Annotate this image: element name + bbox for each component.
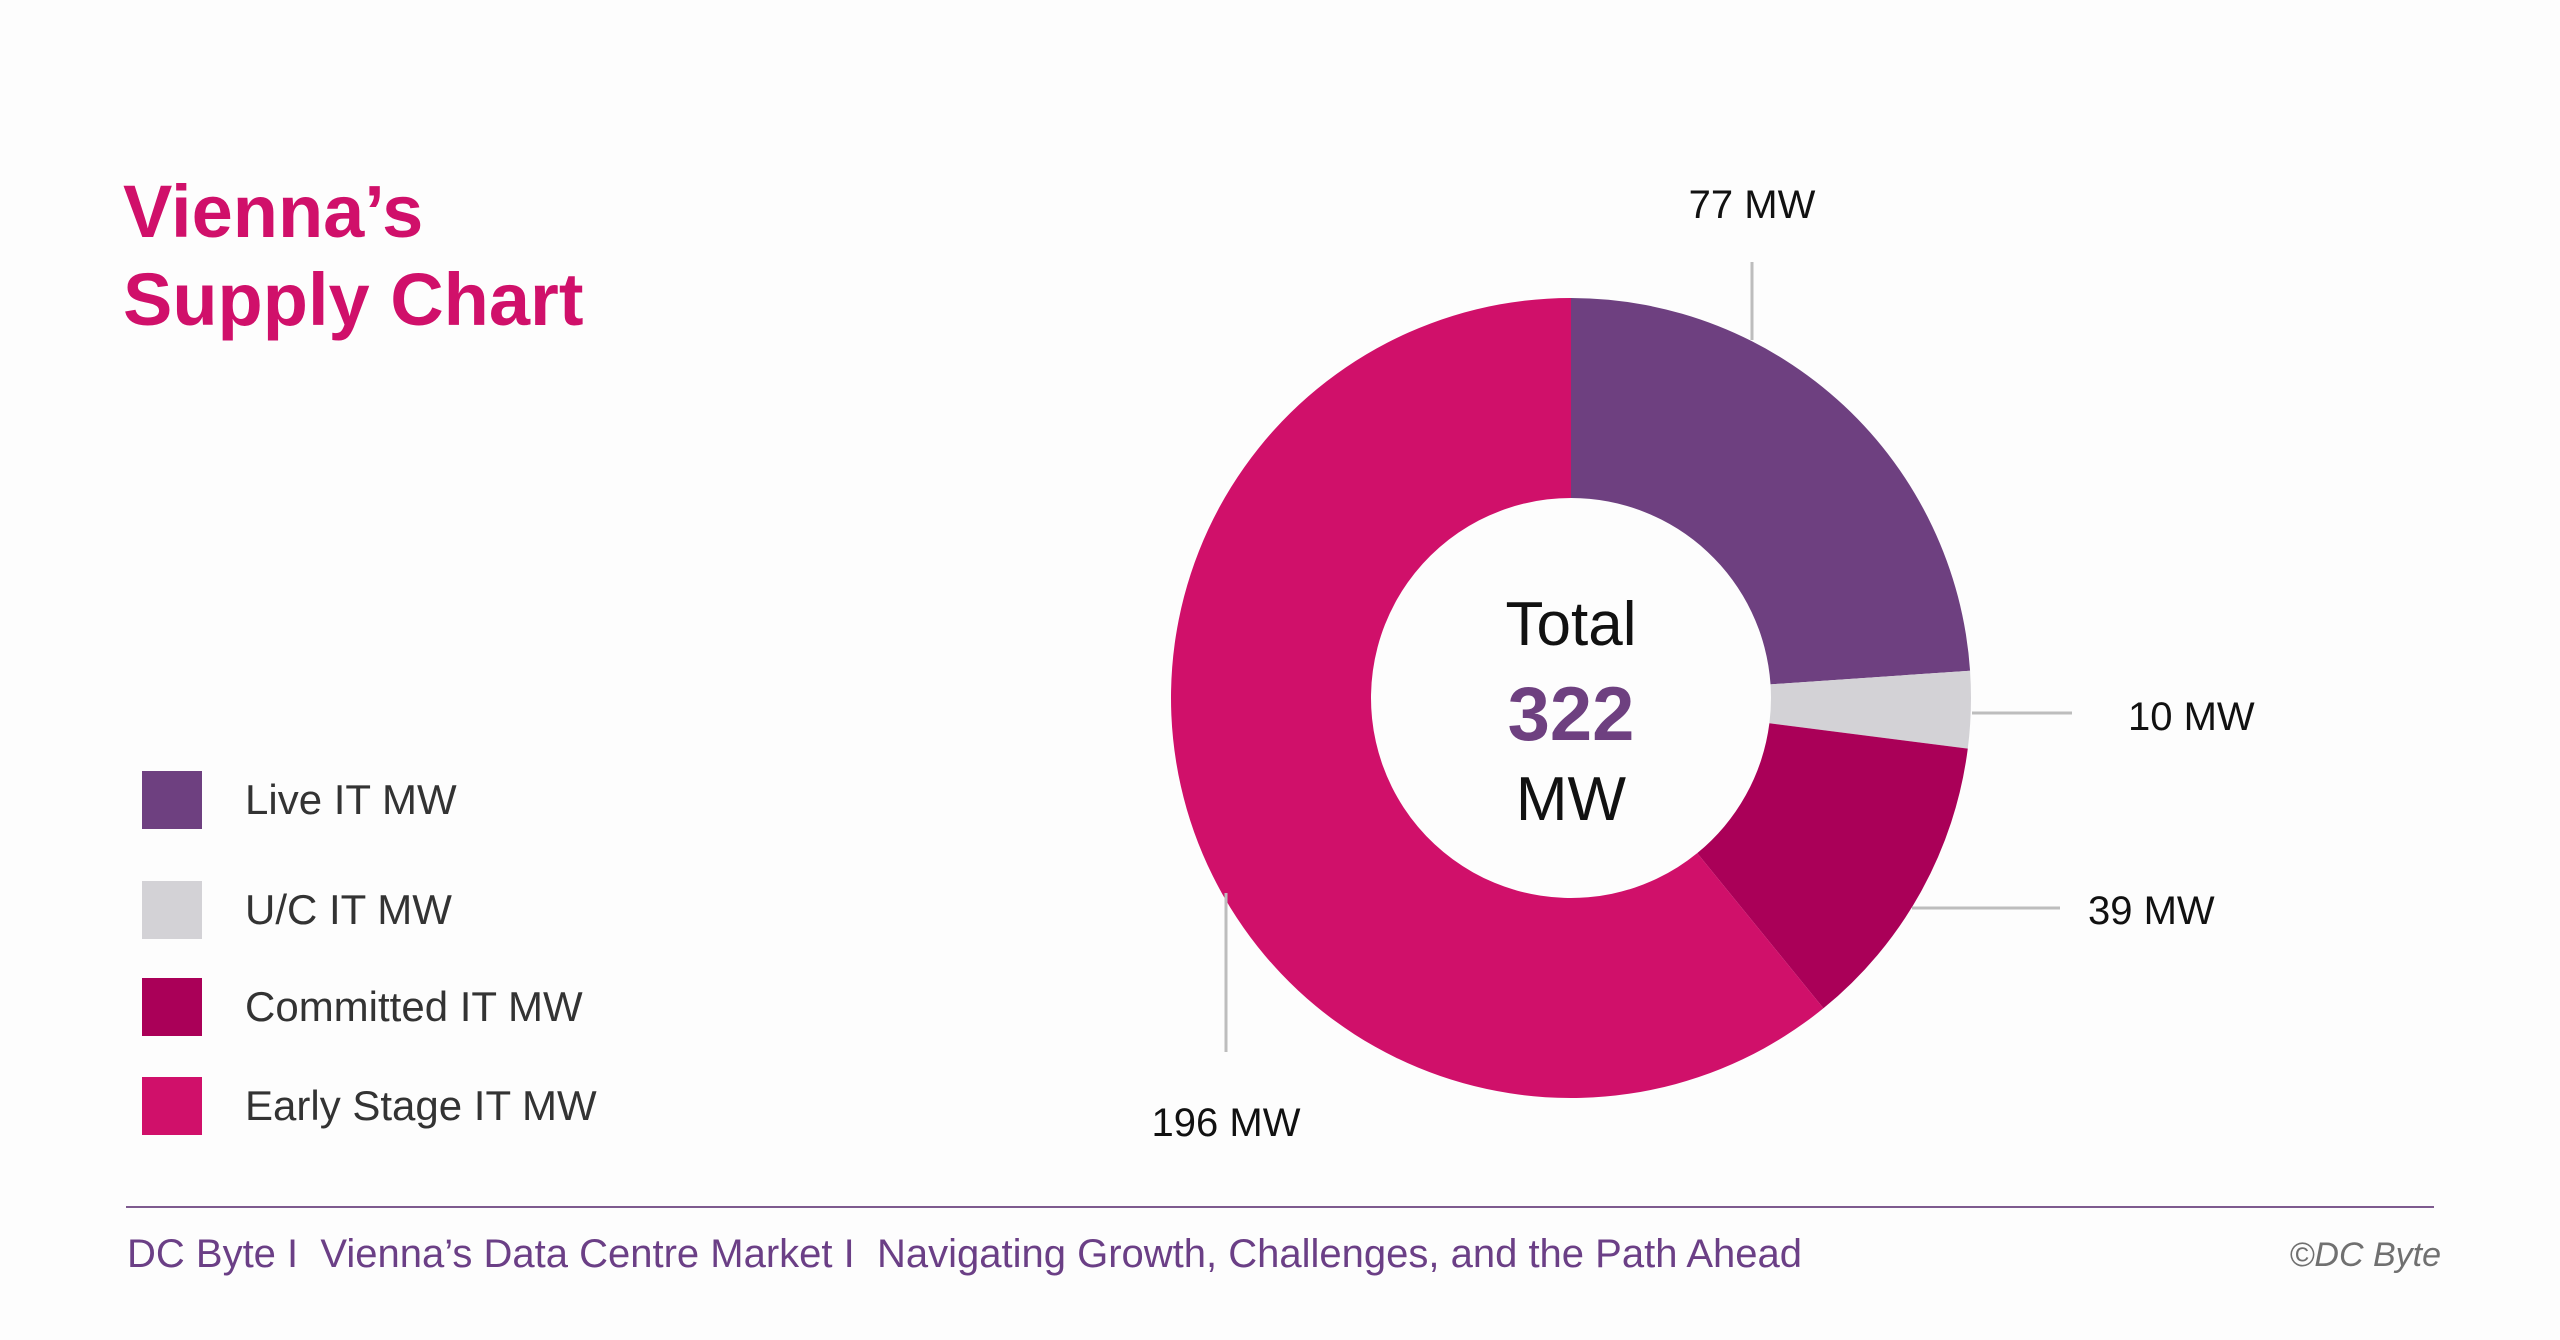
legend-label-uc: U/C IT MW xyxy=(245,886,452,933)
data-label-uc: 10 MW xyxy=(2128,695,2255,739)
slice-early xyxy=(1171,297,1824,1098)
legend-item-live: Live IT MW xyxy=(142,770,457,830)
legend-label-committed: Committed IT MW xyxy=(245,983,583,1030)
footer-divider xyxy=(126,1206,2434,1208)
center-label-unit: MW xyxy=(1516,765,1627,834)
slice-live xyxy=(1571,298,1971,685)
legend-item-committed: Committed IT MW xyxy=(142,977,583,1037)
legend-item-uc: U/C IT MW xyxy=(142,880,452,940)
footer-text: DC Byte I Vienna’s Data Centre Market I … xyxy=(127,1232,1803,1276)
data-label-live: 77 MW xyxy=(1689,183,1816,227)
legend-swatch-committed xyxy=(142,978,202,1036)
center-label-value: 322 xyxy=(1508,672,1635,757)
legend-swatch-early xyxy=(142,1077,202,1135)
slice-uc xyxy=(1769,670,1971,749)
legend-label-early: Early Stage IT MW xyxy=(245,1082,597,1129)
legend-label-live: Live IT MW xyxy=(245,776,457,823)
center-label-total: Total xyxy=(1506,590,1637,659)
data-label-committed: 39 MW xyxy=(2088,889,2215,933)
legend-item-early: Early Stage IT MW xyxy=(142,1076,597,1136)
legend-swatch-uc xyxy=(142,881,202,939)
footer-copyright: ©DC Byte xyxy=(2289,1236,2441,1274)
legend-swatch-live xyxy=(142,771,202,829)
data-label-early: 196 MW xyxy=(1152,1101,1301,1145)
slice-committed xyxy=(1697,723,1968,1009)
page-title: Vienna’s Supply Chart xyxy=(123,170,584,341)
